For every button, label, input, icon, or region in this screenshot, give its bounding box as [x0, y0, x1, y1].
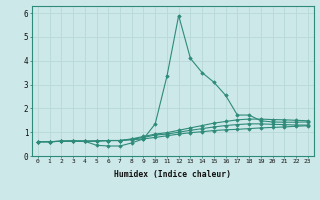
X-axis label: Humidex (Indice chaleur): Humidex (Indice chaleur) [114, 170, 231, 179]
